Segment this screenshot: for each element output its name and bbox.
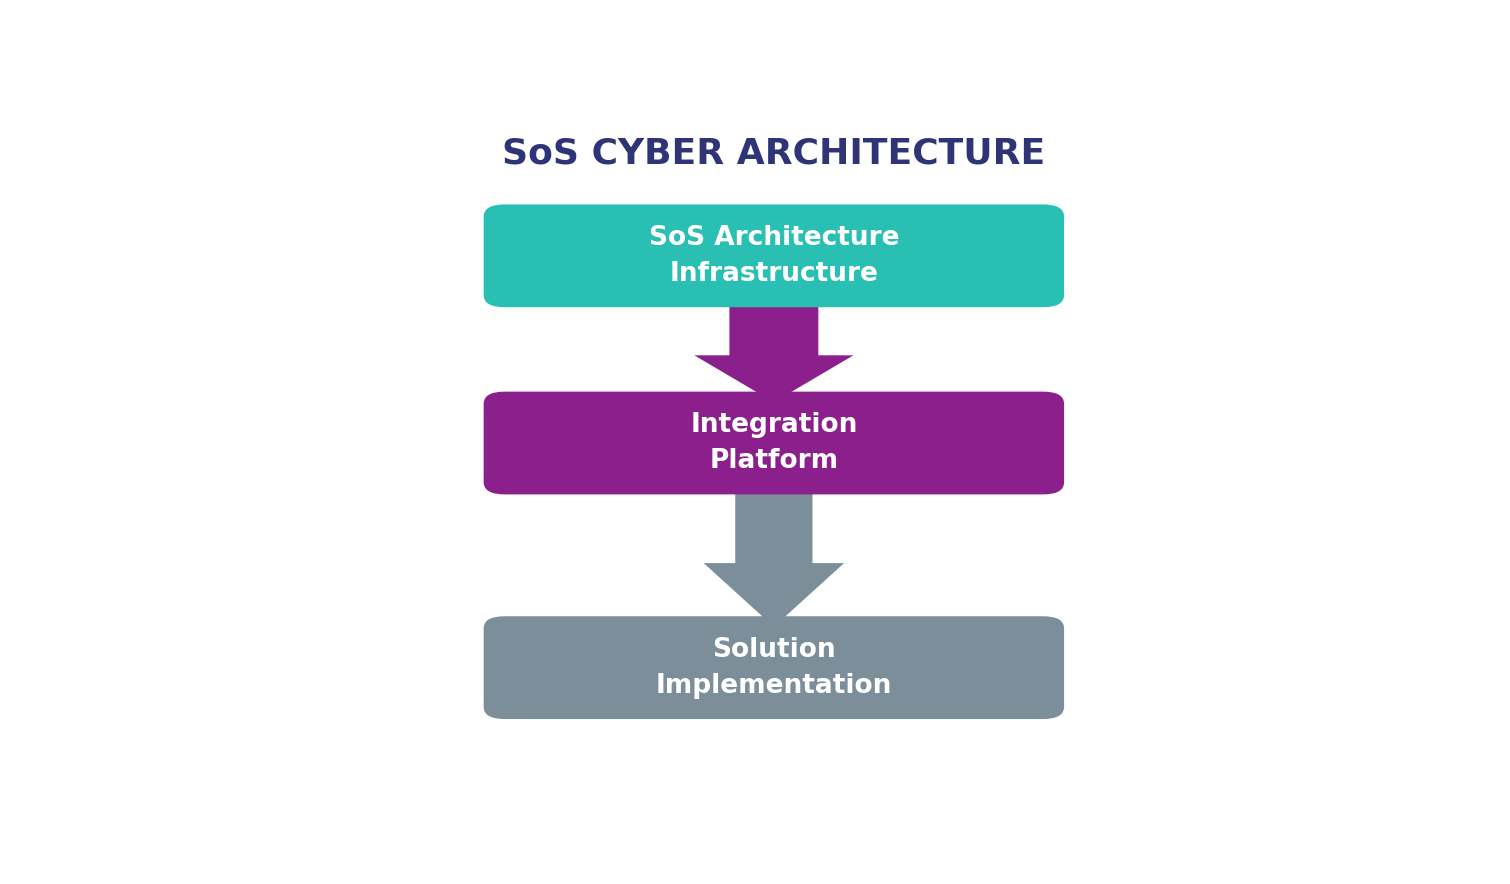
Polygon shape [695, 298, 853, 402]
Text: SoS CYBER ARCHITECTURE: SoS CYBER ARCHITECTURE [503, 137, 1045, 171]
Text: Integration
Platform: Integration Platform [690, 412, 858, 474]
FancyBboxPatch shape [483, 616, 1065, 719]
Text: Solution
Implementation: Solution Implementation [655, 636, 892, 698]
Text: SoS Architecture
Infrastructure: SoS Architecture Infrastructure [649, 225, 898, 286]
FancyBboxPatch shape [483, 204, 1065, 308]
Polygon shape [704, 485, 844, 627]
FancyBboxPatch shape [483, 392, 1065, 494]
